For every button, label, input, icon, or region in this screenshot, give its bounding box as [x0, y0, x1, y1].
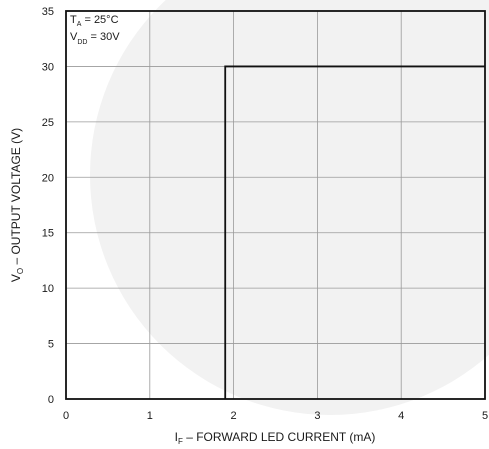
y-tick-label: 10: [42, 283, 54, 295]
x-tick-label: 0: [63, 410, 69, 422]
y-tick-label: 5: [48, 339, 54, 351]
x-tick-label: 1: [147, 410, 153, 422]
y-tick-label: 35: [42, 6, 54, 18]
series-line: [224, 65, 485, 399]
x-tick-labels: 0 1 2 3 4 5: [63, 410, 488, 422]
y-tick-label: 25: [42, 117, 54, 129]
x-tick-label: 3: [314, 410, 320, 422]
y-tick-label: 15: [42, 228, 54, 240]
x-axis-label: IF – FORWARD LED CURRENT (mA): [175, 430, 376, 446]
y-tick-label: 0: [48, 394, 54, 406]
y-axis-label: VO – OUTPUT VOLTAGE (V): [9, 128, 25, 282]
x-tick-label: 4: [398, 410, 404, 422]
annotation-line1: TA = 25°C: [70, 14, 119, 28]
annotation-line2: VDD = 30V: [70, 31, 120, 46]
series-group: [224, 65, 485, 399]
watermark: [90, 0, 489, 415]
y-tick-label: 20: [42, 172, 54, 184]
x-tick-label: 2: [231, 410, 237, 422]
plot-frame: [65, 10, 486, 400]
annotation: TA = 25°C VDD = 30V: [70, 14, 120, 46]
x-tick-label: 5: [482, 410, 488, 422]
plot-border: [65, 10, 486, 400]
y-tick-labels: 0 5 10 15 20 25 30 35: [42, 6, 54, 406]
y-tick-label: 30: [42, 61, 54, 73]
